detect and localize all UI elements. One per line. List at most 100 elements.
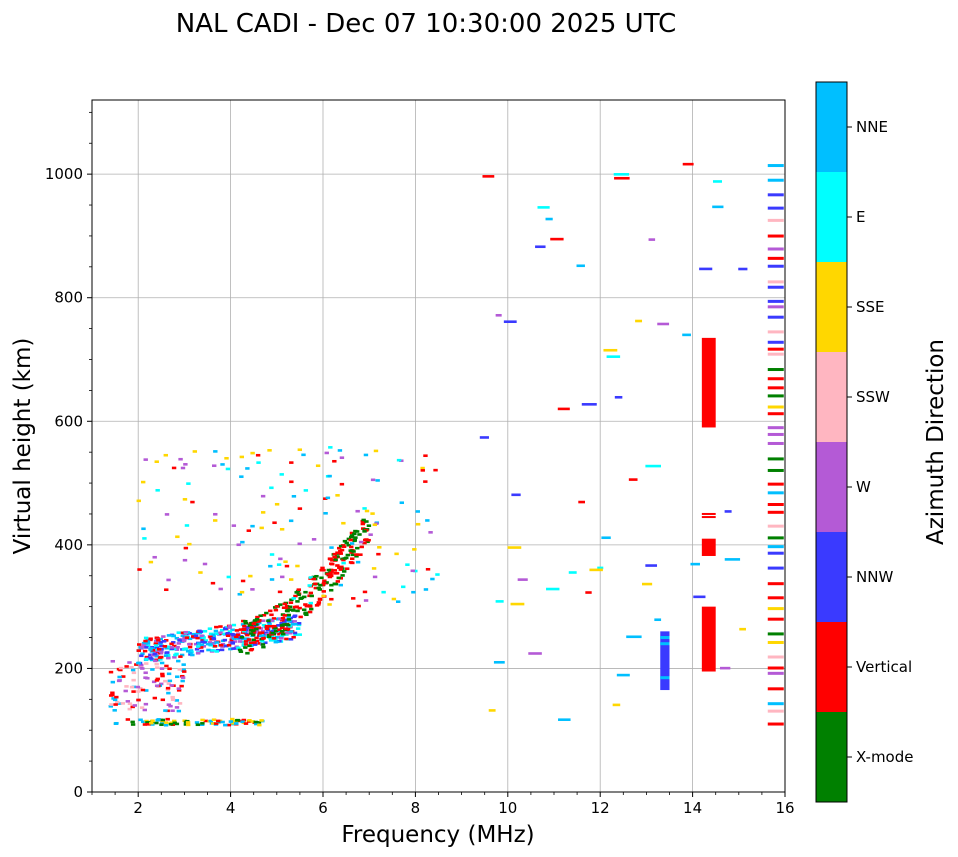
- echo-point: [213, 722, 219, 725]
- echo-point: [767, 412, 784, 416]
- echo-point: [232, 640, 238, 643]
- echo-point: [340, 574, 345, 577]
- echo-point: [338, 549, 343, 553]
- echo-point: [206, 648, 211, 652]
- echo-point: [208, 719, 213, 723]
- echo-point: [648, 238, 656, 241]
- echo-point: [218, 643, 224, 647]
- echo-point: [260, 640, 265, 643]
- echo-point: [329, 597, 334, 601]
- echo-point: [348, 549, 353, 552]
- echo-point: [479, 436, 489, 439]
- echo-point: [227, 630, 233, 633]
- echo-point: [151, 680, 157, 684]
- echo-point: [315, 464, 321, 468]
- echo-point: [213, 519, 218, 522]
- echo-point: [767, 607, 784, 611]
- echo-point: [266, 619, 271, 623]
- echo-point: [212, 464, 217, 468]
- echo-point: [227, 624, 233, 628]
- echo-point: [333, 571, 338, 575]
- echo-group-0: [113, 717, 265, 727]
- echo-point: [269, 553, 275, 556]
- echo-point: [177, 702, 183, 705]
- echo-point: [174, 706, 180, 709]
- colorbar-label-vertical: Vertical: [856, 658, 912, 676]
- echo-point: [682, 162, 694, 166]
- echo-point: [354, 530, 360, 533]
- echo-point: [192, 450, 198, 453]
- echo-point: [253, 631, 259, 634]
- echo-point: [767, 405, 784, 409]
- echo-point: [614, 395, 623, 399]
- echo-point: [209, 637, 214, 641]
- echo-point: [254, 623, 259, 626]
- echo-point: [117, 702, 122, 705]
- echo-point: [428, 531, 433, 534]
- echo-point: [121, 675, 126, 678]
- echo-point: [240, 720, 245, 724]
- echo-point: [493, 661, 505, 664]
- echo-point: [165, 717, 170, 721]
- chart-title: NAL CADI - Dec 07 10:30:00 2025 UTC: [176, 9, 676, 39]
- echo-point: [361, 521, 366, 524]
- echo-point: [278, 617, 283, 621]
- echo-point: [254, 636, 259, 640]
- echo-point: [256, 626, 261, 630]
- echo-point: [201, 645, 207, 648]
- echo-point: [169, 684, 174, 687]
- echo-point: [366, 538, 371, 542]
- echo-point: [260, 629, 266, 633]
- echo-point: [269, 619, 275, 622]
- echo-point: [287, 608, 292, 612]
- echo-point: [125, 718, 131, 721]
- echo-point: [425, 519, 430, 522]
- echo-point: [240, 631, 246, 634]
- echo-point: [175, 645, 180, 649]
- echo-point: [215, 719, 221, 723]
- echo-point: [355, 546, 360, 550]
- echo-point: [241, 637, 246, 640]
- echo-point: [160, 672, 165, 676]
- echo-point: [226, 575, 231, 579]
- echo-point: [713, 180, 722, 183]
- echo-point: [140, 480, 146, 484]
- colorbar-swatch-e: [816, 172, 847, 262]
- echo-point: [236, 646, 241, 650]
- echo-point: [123, 689, 128, 693]
- echo-point: [202, 562, 208, 566]
- echo-point: [344, 541, 349, 545]
- echo-point: [187, 542, 192, 546]
- echo-point: [657, 322, 670, 326]
- echo-point: [120, 702, 125, 705]
- echo-point: [271, 628, 277, 631]
- echo-point: [267, 622, 272, 626]
- echo-point: [205, 642, 211, 646]
- echo-point: [482, 175, 495, 178]
- echo-point: [118, 668, 123, 672]
- echo-point: [269, 486, 274, 490]
- echo-point: [226, 643, 232, 647]
- echo-point: [127, 661, 132, 664]
- colorbar-label: Azimuth Direction: [923, 339, 949, 545]
- echo-point: [140, 688, 146, 692]
- echo-point: [207, 641, 213, 644]
- echo-point: [129, 666, 134, 669]
- echo-point: [177, 639, 182, 642]
- echo-point: [153, 642, 158, 645]
- echo-point: [251, 631, 256, 635]
- echo-point: [223, 644, 229, 648]
- echo-point: [568, 571, 577, 574]
- echo-point: [183, 723, 189, 726]
- echo-point: [279, 636, 284, 640]
- echo-point: [261, 645, 266, 649]
- echo-point: [304, 604, 310, 608]
- echo-point: [152, 696, 158, 700]
- echo-point: [767, 510, 784, 514]
- echo-point: [311, 538, 317, 541]
- echo-point: [172, 656, 177, 659]
- echo-point: [767, 687, 784, 691]
- echo-point: [535, 245, 546, 249]
- echo-point: [231, 721, 236, 725]
- echo-point: [336, 576, 341, 580]
